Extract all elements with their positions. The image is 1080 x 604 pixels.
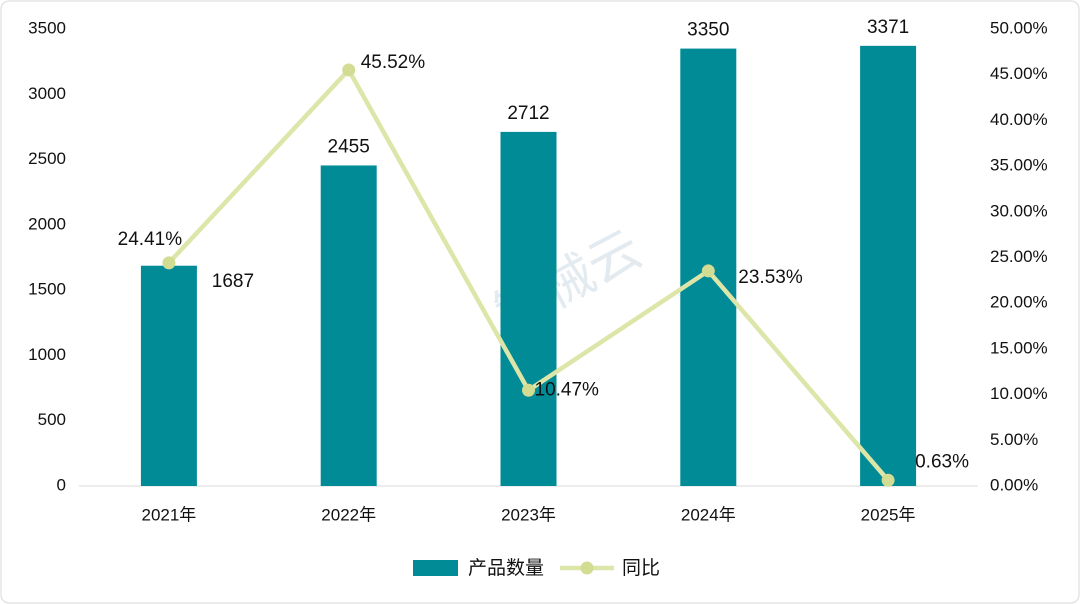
bar [860, 45, 917, 486]
y2-tick-label: 50.00% [990, 18, 1048, 37]
y-tick-label: 1500 [28, 280, 66, 299]
y2-tick-label: 20.00% [990, 293, 1048, 312]
y2-tick-label: 5.00% [990, 430, 1038, 449]
bar [140, 265, 197, 486]
y2-tick-label: 10.00% [990, 384, 1048, 403]
legend-swatch [413, 560, 458, 576]
data-label: 1687 [212, 271, 254, 292]
y2-tick-label: 40.00% [990, 110, 1048, 129]
data-label: 0.63% [915, 451, 969, 472]
data-label: 10.47% [535, 379, 600, 400]
y-tick-label: 3000 [28, 84, 66, 103]
bar [500, 131, 557, 486]
y2-tick-label: 0.00% [990, 475, 1038, 494]
data-label: 3350 [687, 20, 729, 41]
x-tick-label: 2023年 [501, 505, 556, 524]
data-label: 2455 [328, 136, 370, 157]
legend-label: 产品数量 [468, 557, 544, 579]
line-marker [162, 256, 176, 270]
y-tick-label: 2500 [28, 149, 66, 168]
data-label: 24.41% [118, 229, 183, 250]
line-marker [342, 63, 356, 77]
y2-tick-label: 35.00% [990, 156, 1048, 175]
data-label: 2712 [507, 103, 549, 124]
y2-tick-label: 25.00% [990, 247, 1048, 266]
x-tick-label: 2022年 [321, 505, 376, 524]
y-tick-label: 2000 [28, 214, 66, 233]
y2-tick-label: 15.00% [990, 338, 1048, 357]
y-tick-label: 3500 [28, 18, 66, 37]
bar [320, 165, 377, 486]
x-tick-label: 2025年 [861, 505, 916, 524]
legend-label: 同比 [622, 557, 660, 579]
y-tick-label: 1000 [28, 345, 66, 364]
y-tick-label: 500 [38, 410, 66, 429]
y2-tick-label: 30.00% [990, 201, 1048, 220]
line-marker [522, 383, 535, 397]
data-label: 45.52% [361, 52, 426, 73]
data-label: 3371 [867, 17, 909, 38]
x-tick-label: 2021年 [141, 505, 196, 524]
line-marker [881, 473, 895, 487]
legend-swatch [580, 561, 594, 575]
x-tick-label: 2024年 [681, 505, 736, 524]
y2-tick-label: 45.00% [990, 64, 1048, 83]
data-label: 23.53% [738, 267, 803, 288]
y-tick-label: 0 [57, 475, 66, 494]
line-marker [701, 264, 715, 278]
